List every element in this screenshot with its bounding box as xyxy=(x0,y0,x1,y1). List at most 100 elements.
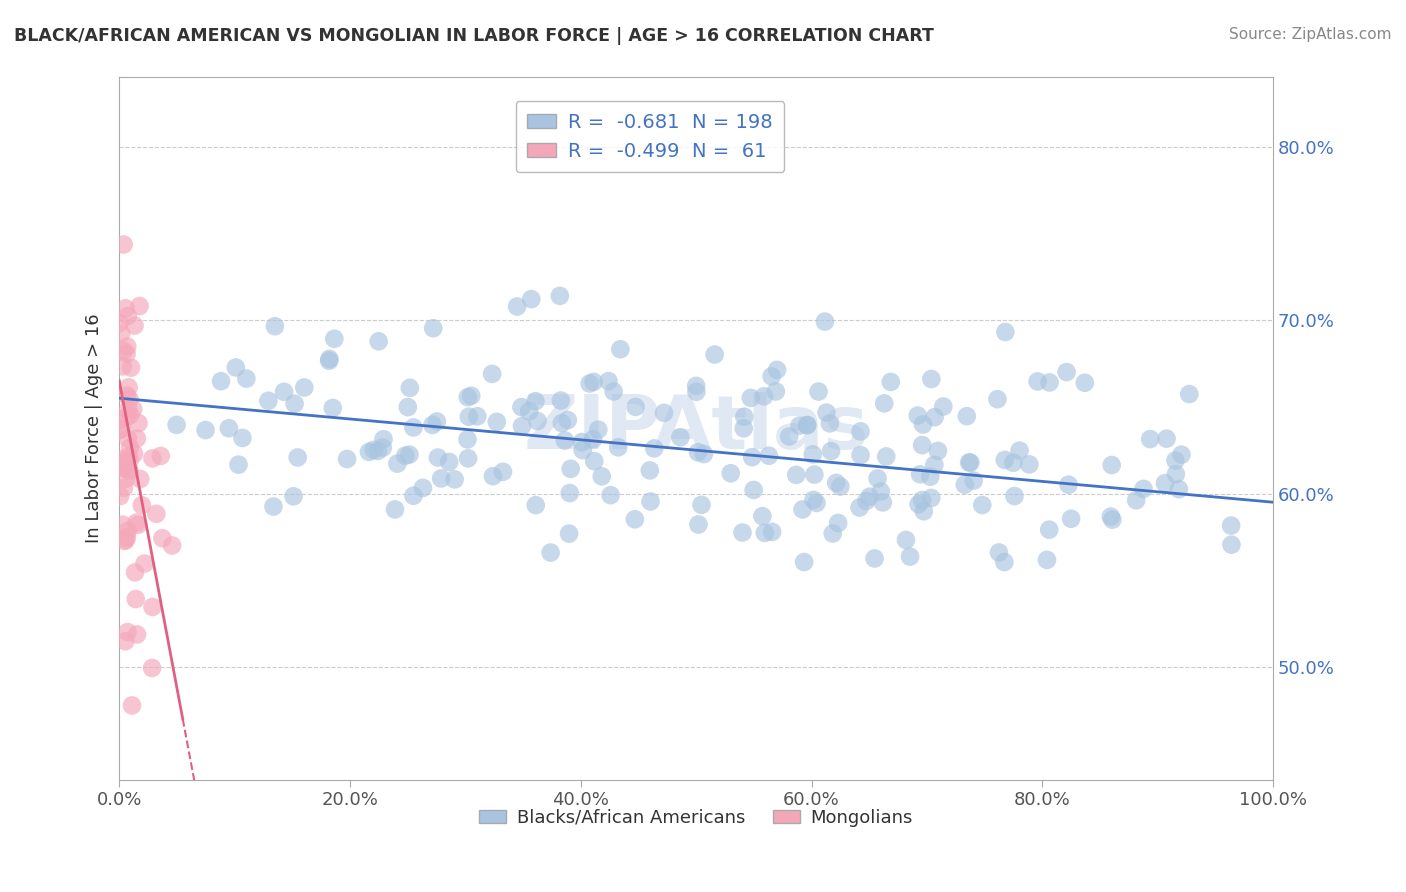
Point xyxy=(849,425,872,439)
Point xyxy=(396,400,419,414)
Point xyxy=(758,449,780,463)
Point xyxy=(367,334,389,349)
Point xyxy=(114,301,136,316)
Point xyxy=(118,454,141,468)
Point xyxy=(638,463,661,477)
Point xyxy=(987,545,1010,559)
Point xyxy=(924,458,946,472)
Point xyxy=(806,496,828,510)
Point xyxy=(920,372,942,386)
Point xyxy=(457,409,479,424)
Point xyxy=(1167,482,1189,496)
Point xyxy=(920,469,942,483)
Point xyxy=(118,392,141,406)
Point xyxy=(287,450,309,465)
Point xyxy=(821,526,844,541)
Point xyxy=(118,464,141,478)
Point xyxy=(994,453,1017,467)
Point xyxy=(117,339,139,353)
Point xyxy=(465,409,488,424)
Point xyxy=(129,472,152,486)
Point xyxy=(558,526,581,541)
Point xyxy=(318,351,340,366)
Point xyxy=(112,343,135,358)
Legend: Blacks/African Americans, Mongolians: Blacks/African Americans, Mongolians xyxy=(472,801,920,834)
Point xyxy=(1101,513,1123,527)
Point xyxy=(115,347,138,361)
Point xyxy=(1038,376,1060,390)
Point xyxy=(160,539,183,553)
Point xyxy=(849,448,872,462)
Point xyxy=(540,545,562,559)
Point xyxy=(422,417,444,432)
Point xyxy=(125,432,148,446)
Point xyxy=(371,441,394,455)
Point xyxy=(801,447,824,461)
Point xyxy=(437,455,460,469)
Point xyxy=(150,531,173,545)
Point xyxy=(399,381,422,395)
Point xyxy=(866,471,889,485)
Point xyxy=(624,400,647,414)
Point xyxy=(110,452,132,467)
Point xyxy=(145,507,167,521)
Point xyxy=(225,360,247,375)
Point xyxy=(373,432,395,446)
Point xyxy=(111,422,134,436)
Point xyxy=(1154,476,1177,491)
Point xyxy=(263,500,285,514)
Point xyxy=(524,394,547,409)
Point xyxy=(117,432,139,446)
Point xyxy=(643,442,665,456)
Point xyxy=(120,360,142,375)
Point xyxy=(115,388,138,402)
Point xyxy=(778,429,800,443)
Point xyxy=(111,461,134,475)
Point xyxy=(880,375,903,389)
Point xyxy=(426,415,449,429)
Point xyxy=(108,423,131,437)
Point xyxy=(1004,489,1026,503)
Point xyxy=(793,555,815,569)
Point xyxy=(141,661,163,675)
Point xyxy=(1101,458,1123,472)
Point xyxy=(134,557,156,571)
Point xyxy=(652,406,675,420)
Point xyxy=(120,409,142,423)
Point xyxy=(688,517,710,532)
Text: BLACK/AFRICAN AMERICAN VS MONGOLIAN IN LABOR FORCE | AGE > 16 CORRELATION CHART: BLACK/AFRICAN AMERICAN VS MONGOLIAN IN L… xyxy=(14,27,934,45)
Point xyxy=(412,481,434,495)
Point xyxy=(482,469,505,483)
Point xyxy=(830,479,852,493)
Point xyxy=(141,451,163,466)
Point xyxy=(481,367,503,381)
Point xyxy=(582,433,605,447)
Point xyxy=(848,500,870,515)
Point xyxy=(582,375,605,389)
Point xyxy=(363,442,385,457)
Point xyxy=(118,441,141,455)
Point xyxy=(818,417,841,431)
Point xyxy=(121,698,143,713)
Point xyxy=(111,359,134,374)
Point xyxy=(894,533,917,547)
Point xyxy=(422,321,444,335)
Point xyxy=(993,555,1015,569)
Point xyxy=(956,409,979,424)
Point xyxy=(443,472,465,486)
Text: ZIPAtlas: ZIPAtlas xyxy=(523,392,869,465)
Point xyxy=(114,472,136,486)
Point xyxy=(740,391,762,405)
Point xyxy=(814,315,837,329)
Point xyxy=(578,376,600,391)
Point xyxy=(742,483,765,497)
Point xyxy=(803,467,825,482)
Point xyxy=(560,462,582,476)
Point xyxy=(510,400,533,414)
Point xyxy=(796,418,818,433)
Point xyxy=(1002,456,1025,470)
Point xyxy=(506,300,529,314)
Point xyxy=(1057,477,1080,491)
Point xyxy=(741,450,763,465)
Point xyxy=(114,533,136,548)
